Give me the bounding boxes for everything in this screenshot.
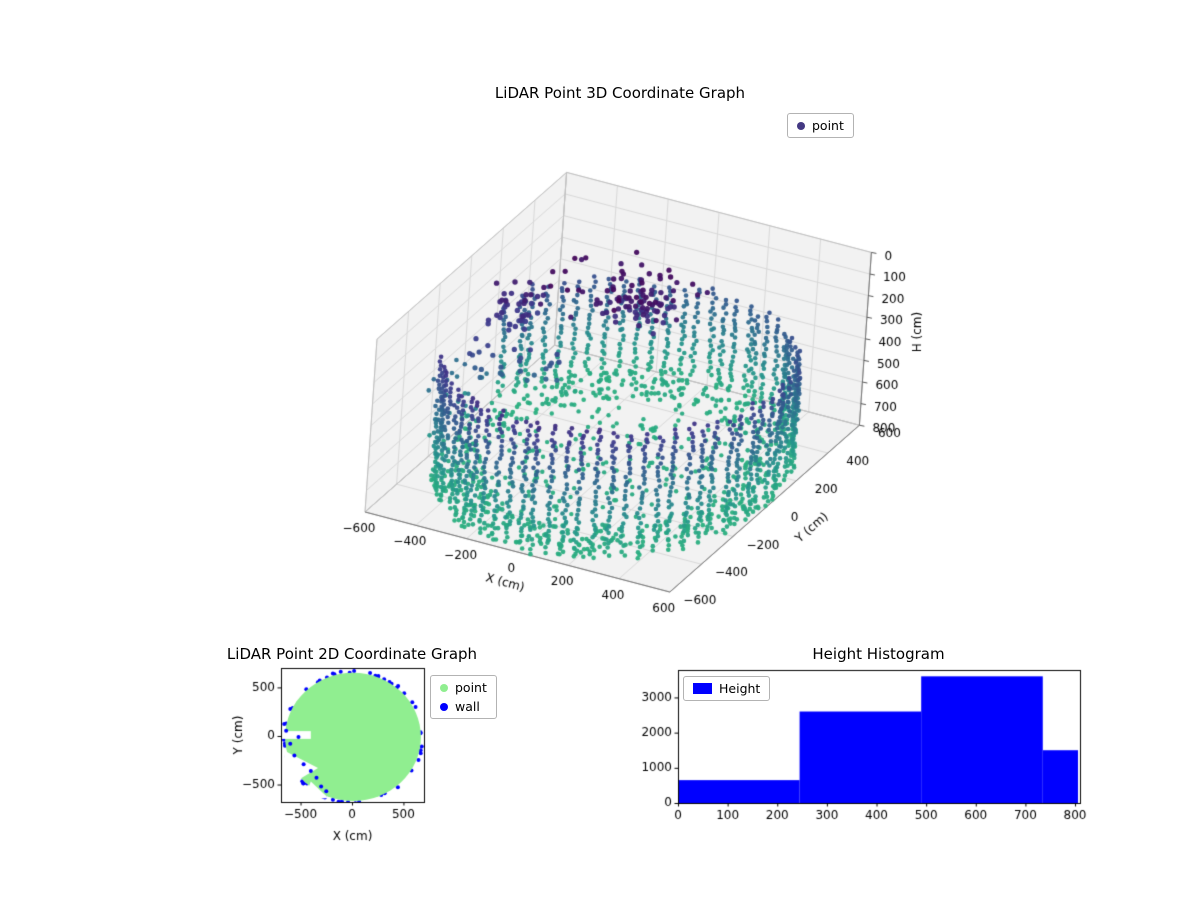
plot2d-canvas: [225, 660, 440, 860]
legend-row-wall-2d: wall: [440, 699, 487, 714]
legend-row-point-2d: point: [440, 680, 487, 695]
plot3d-legend: point: [787, 113, 854, 138]
hist-legend: Height: [683, 676, 771, 701]
legend-row-point: point: [797, 118, 844, 133]
height-legend-swatch-icon: [693, 683, 712, 694]
legend-row-height: Height: [693, 681, 760, 696]
height-legend-label: Height: [719, 681, 761, 696]
wall2d-legend-dot-icon: [440, 702, 448, 711]
plot3d-title: LiDAR Point 3D Coordinate Graph: [494, 84, 746, 102]
point-legend-dot-icon: [797, 121, 805, 130]
point-legend-label: point: [812, 118, 844, 133]
plot2d-legend: point wall: [430, 675, 497, 719]
plot2d-title: LiDAR Point 2D Coordinate Graph: [226, 645, 478, 663]
point2d-legend-label: point: [455, 680, 487, 695]
wall2d-legend-label: wall: [455, 699, 480, 714]
hist-title: Height Histogram: [812, 645, 945, 663]
point2d-legend-dot-icon: [440, 683, 448, 692]
plot3d-canvas: [300, 140, 960, 640]
